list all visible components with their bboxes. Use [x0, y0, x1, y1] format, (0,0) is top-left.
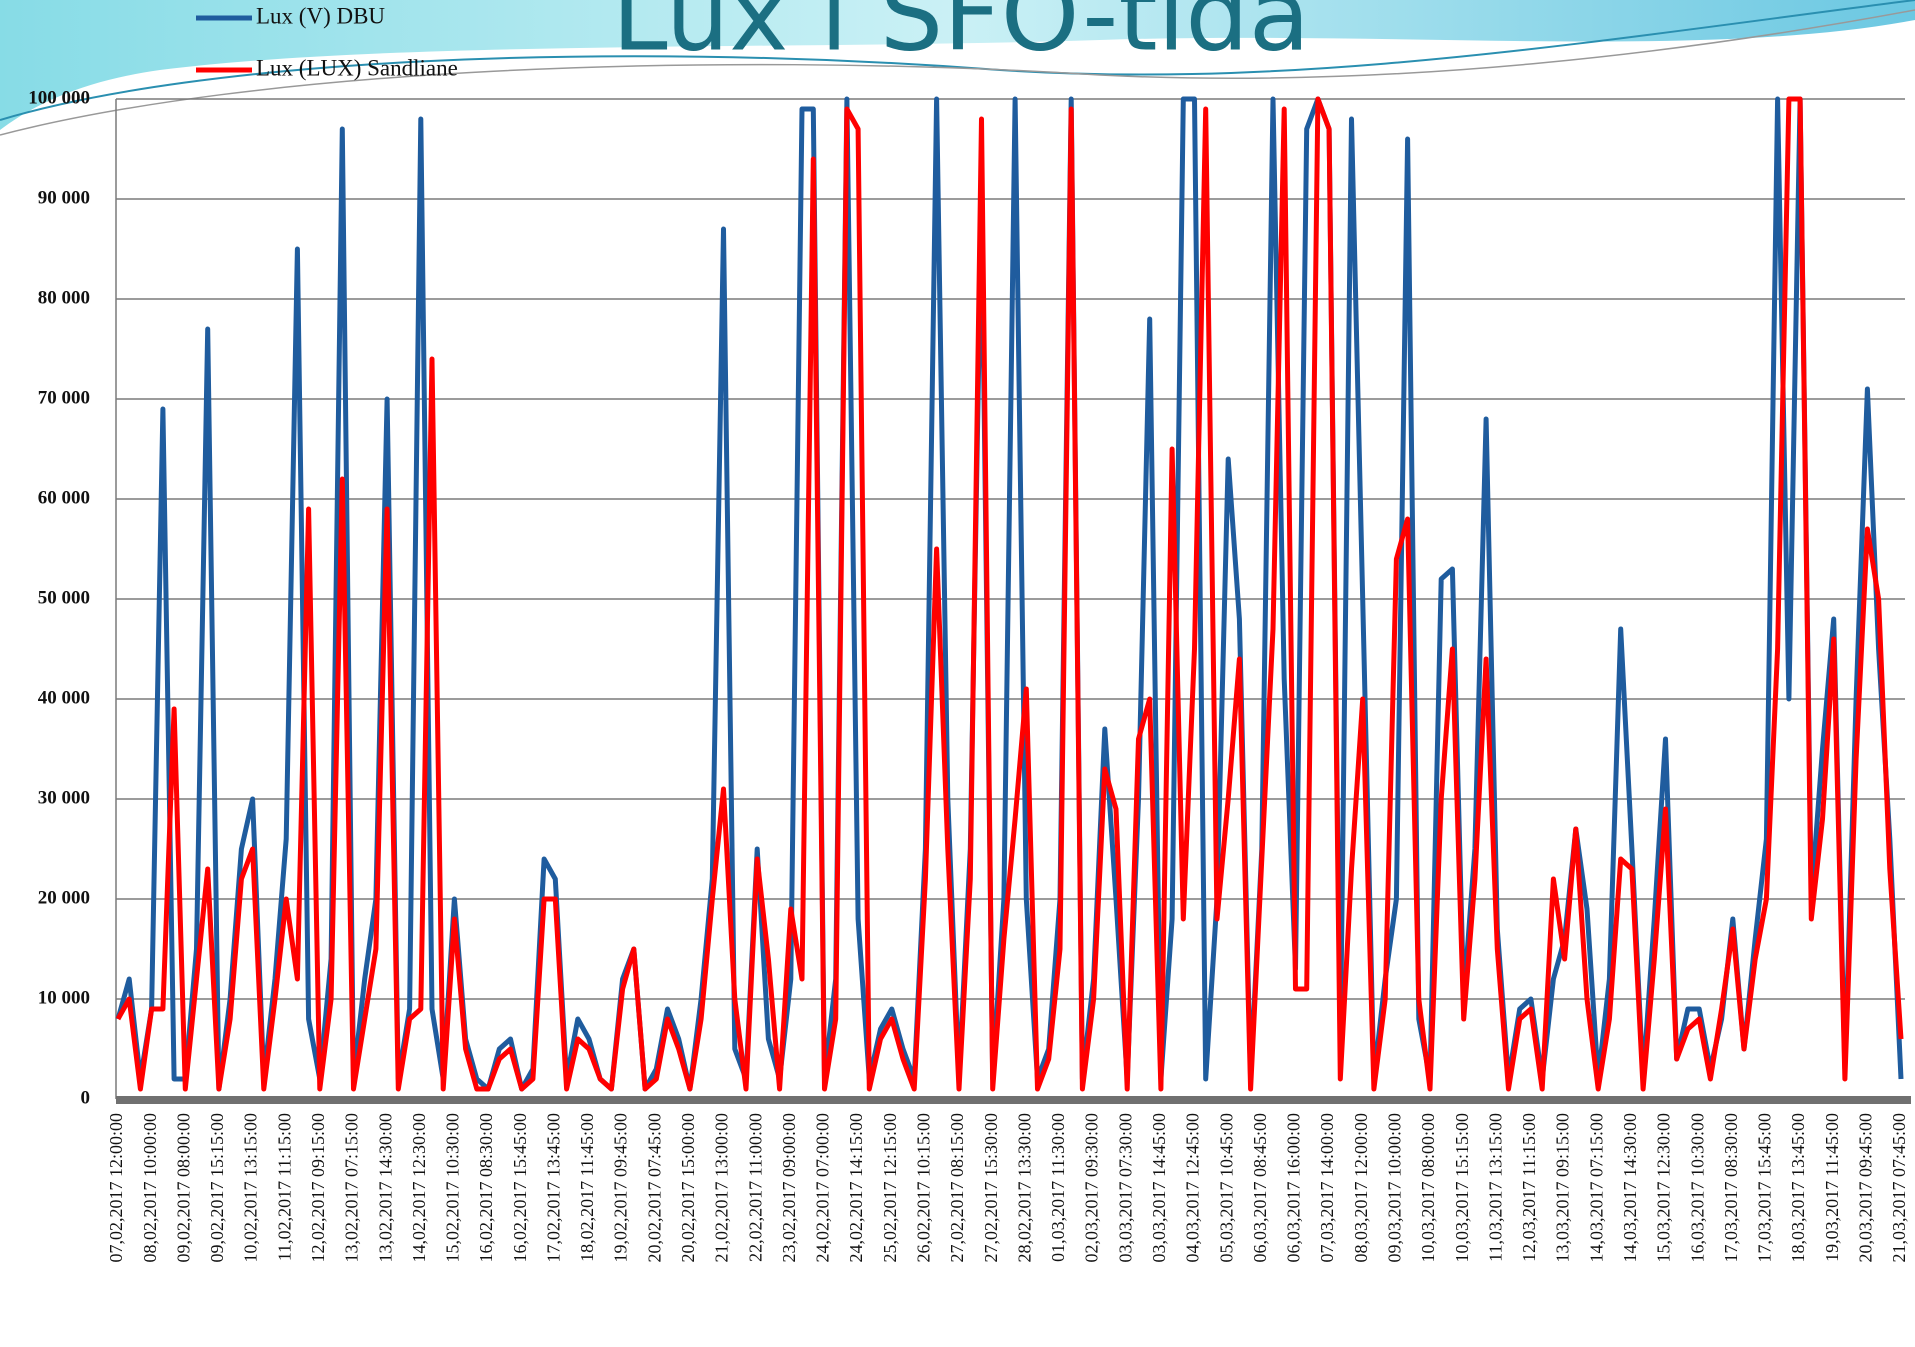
x-tick-label: 17,03,2017 15:45:00 — [1755, 1113, 1775, 1263]
x-tick-label: 10,03,2017 15:15:00 — [1452, 1113, 1472, 1263]
y-tick-label: 50 000 — [38, 587, 90, 608]
series-line — [115, 96, 1904, 1092]
x-tick-label: 26,02,2017 10:15:00 — [914, 1113, 934, 1263]
x-tick-label: 16,03,2017 10:30:00 — [1687, 1113, 1707, 1263]
x-tick-label: 08,02,2017 10:00:00 — [140, 1113, 160, 1263]
x-tick-label: 18,02,2017 11:45:00 — [577, 1113, 597, 1262]
x-tick-label: 14,03,2017 14:30:00 — [1620, 1113, 1640, 1263]
y-tick-label: 30 000 — [38, 787, 90, 808]
x-tick-label: 14,03,2017 07:15:00 — [1586, 1113, 1606, 1263]
x-tick-label: 03,03,2017 07:30:00 — [1115, 1113, 1135, 1263]
x-tick-label: 11,02,2017 11:15:00 — [274, 1113, 294, 1261]
x-tick-label: 06,03,2017 16:00:00 — [1284, 1113, 1304, 1263]
x-tick-label: 21,02,2017 13:00:00 — [712, 1113, 732, 1263]
y-tick-label: 10 000 — [38, 987, 90, 1008]
x-tick-label: 24,02,2017 14:15:00 — [846, 1113, 866, 1263]
x-tick-label: 07,02,2017 12:00:00 — [106, 1113, 126, 1263]
x-tick-label: 13,02,2017 07:15:00 — [342, 1113, 362, 1263]
x-tick-label: 09,03,2017 10:00:00 — [1385, 1113, 1405, 1263]
x-tick-label: 08,03,2017 12:00:00 — [1351, 1113, 1371, 1263]
x-tick-label: 21,03,2017 07:45:00 — [1889, 1113, 1909, 1263]
x-tick-label: 13,03,2017 09:15:00 — [1553, 1113, 1573, 1263]
x-tick-label: 27,02,2017 15:30:00 — [981, 1113, 1001, 1263]
x-tick-label: 10,02,2017 13:15:00 — [241, 1113, 261, 1263]
x-tick-label: 18,03,2017 13:45:00 — [1788, 1113, 1808, 1263]
y-tick-label: 20 000 — [38, 887, 90, 908]
x-tick-label: 23,02,2017 09:00:00 — [779, 1113, 799, 1263]
x-tick-label: 15,03,2017 12:30:00 — [1654, 1113, 1674, 1263]
x-tick-label: 14,02,2017 12:30:00 — [409, 1113, 429, 1263]
y-tick-label: 60 000 — [38, 487, 90, 508]
x-tick-label: 20,02,2017 07:45:00 — [644, 1113, 664, 1263]
x-tick-label: 17,02,2017 13:45:00 — [543, 1113, 563, 1263]
y-tick-label: 0 — [81, 1087, 91, 1108]
x-tick-label: 01,03,2017 11:30:00 — [1048, 1113, 1068, 1262]
x-axis-bar — [116, 1096, 1911, 1104]
x-tick-label: 27,02,2017 08:15:00 — [947, 1113, 967, 1263]
y-tick-label: 70 000 — [38, 387, 90, 408]
x-tick-label: 03,03,2017 14:45:00 — [1149, 1113, 1169, 1263]
x-tick-label: 20,03,2017 09:45:00 — [1855, 1113, 1875, 1263]
x-tick-label: 11,03,2017 13:15:00 — [1485, 1113, 1505, 1262]
legend-label: Lux (LUX) Sandliane — [256, 55, 458, 80]
y-tick-label: 100 000 — [28, 87, 90, 108]
chart-title: Lux i SFO-tida — [612, 0, 1310, 73]
x-tick-label: 28,02,2017 13:30:00 — [1014, 1113, 1034, 1263]
x-tick-label: 05,03,2017 10:45:00 — [1216, 1113, 1236, 1263]
y-tick-label: 90 000 — [38, 187, 90, 208]
x-tick-label: 09,02,2017 08:00:00 — [173, 1113, 193, 1263]
y-tick-label: 80 000 — [38, 287, 90, 308]
x-tick-label: 09,02,2017 15:15:00 — [207, 1113, 227, 1263]
x-tick-label: 20,02,2017 15:00:00 — [678, 1113, 698, 1263]
x-tick-label: 25,02,2017 12:15:00 — [880, 1113, 900, 1263]
series-line — [115, 96, 1904, 1092]
x-tick-label: 24,02,2017 07:00:00 — [813, 1113, 833, 1263]
x-tick-label: 19,03,2017 11:45:00 — [1822, 1113, 1842, 1262]
x-tick-label: 12,03,2017 11:15:00 — [1519, 1113, 1539, 1262]
x-tick-label: 16,02,2017 08:30:00 — [476, 1113, 496, 1263]
x-tick-label: 06,03,2017 08:45:00 — [1250, 1113, 1270, 1263]
x-tick-label: 04,03,2017 12:45:00 — [1183, 1113, 1203, 1263]
legend: Lux (V) DBU Lux (LUX) Sandliane — [196, 3, 458, 80]
x-tick-label: 07,03,2017 14:00:00 — [1317, 1113, 1337, 1263]
x-tick-label: 19,02,2017 09:45:00 — [611, 1113, 631, 1263]
x-tick-label: 17,03,2017 08:30:00 — [1721, 1113, 1741, 1263]
x-tick-label: 15,02,2017 10:30:00 — [443, 1113, 463, 1263]
x-tick-label: 10,03,2017 08:00:00 — [1418, 1113, 1438, 1263]
x-tick-label: 02,03,2017 09:30:00 — [1082, 1113, 1102, 1263]
x-tick-label: 13,02,2017 14:30:00 — [375, 1113, 395, 1263]
x-tick-label: 16,02,2017 15:45:00 — [510, 1113, 530, 1263]
x-tick-label: 22,02,2017 11:00:00 — [745, 1113, 765, 1262]
x-tick-label: 12,02,2017 09:15:00 — [308, 1113, 328, 1263]
background-waves — [0, 0, 1915, 136]
legend-label: Lux (V) DBU — [256, 3, 385, 28]
y-tick-label: 40 000 — [38, 687, 90, 708]
